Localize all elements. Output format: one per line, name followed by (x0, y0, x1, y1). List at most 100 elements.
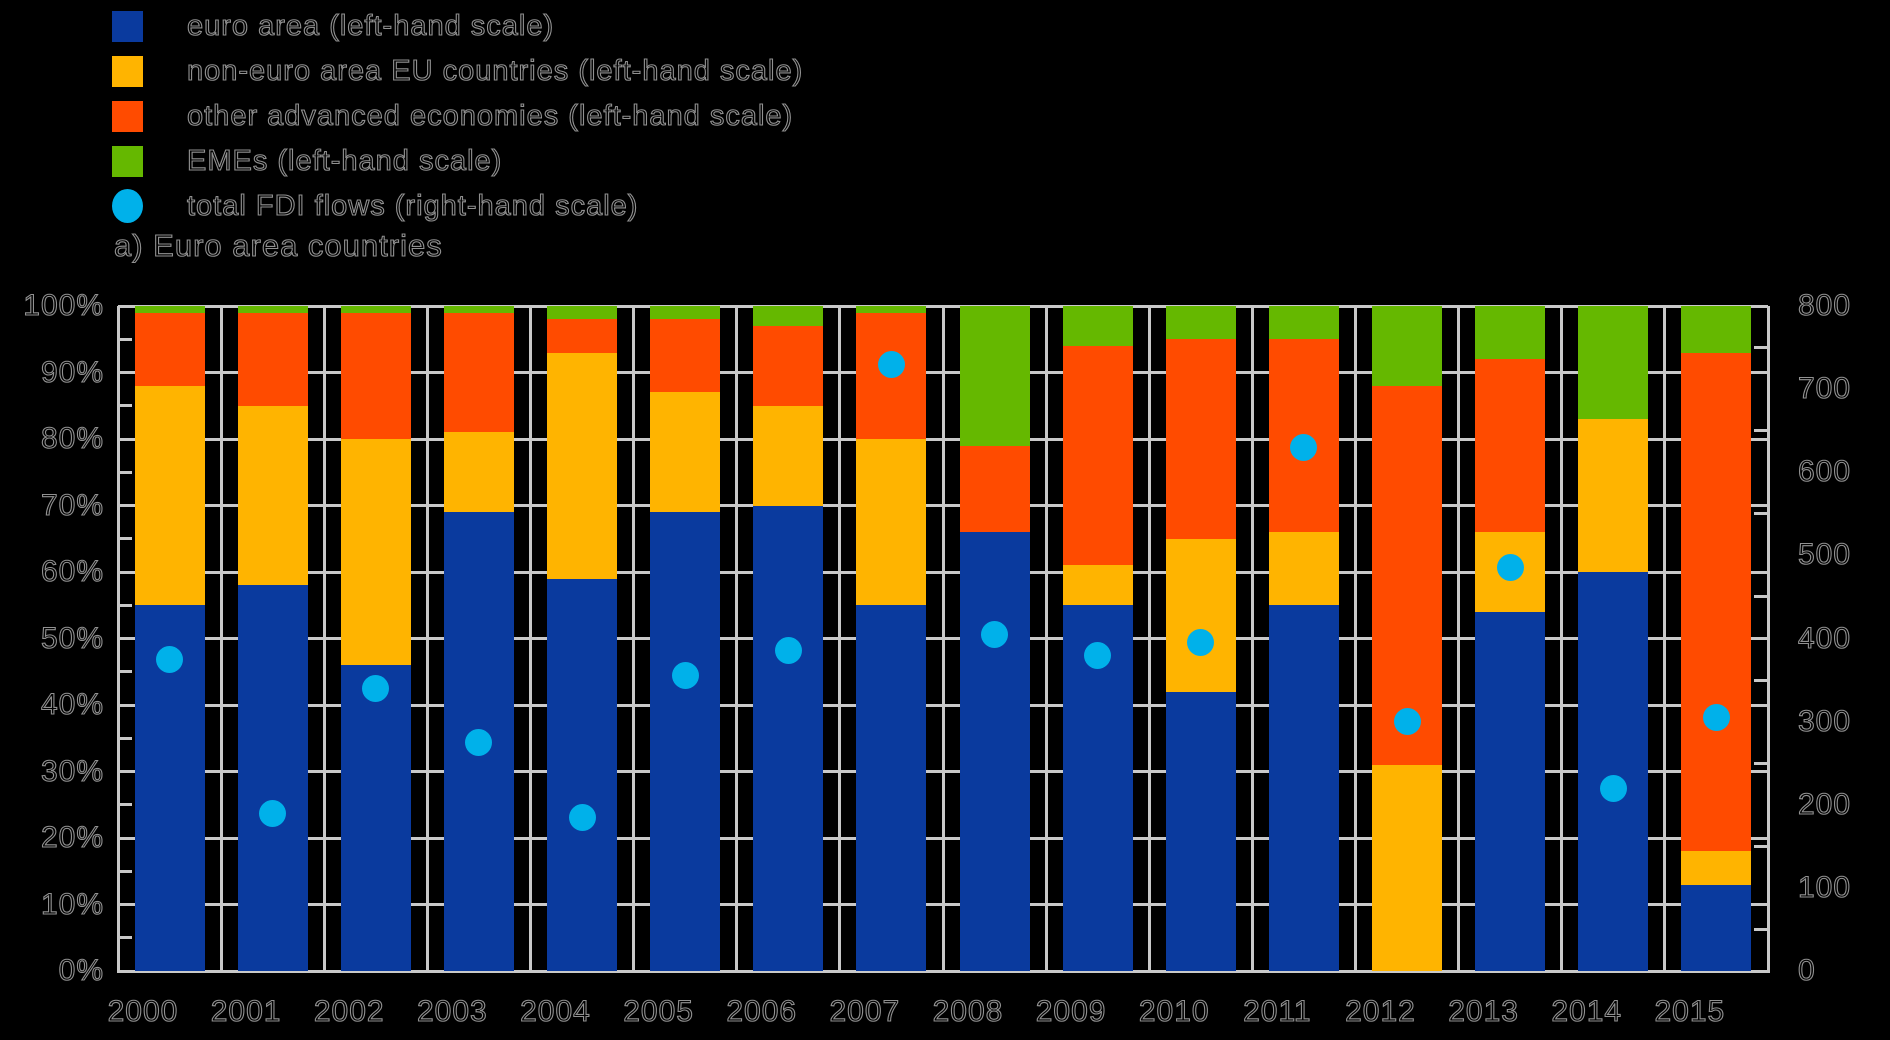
bar-segment (650, 512, 721, 971)
bar-segment (237, 306, 308, 313)
bar-segment (443, 432, 514, 513)
left-axis-line (116, 306, 120, 973)
fdi-dot (1599, 774, 1627, 802)
h-gridline (118, 969, 1768, 973)
legend-item: total FDI flows (right-hand scale) (112, 188, 638, 224)
v-gridline (1457, 306, 1461, 971)
bar-segment (1268, 306, 1339, 340)
right-axis-label: 600 (1797, 455, 1852, 489)
right-axis-label: 100 (1797, 870, 1852, 904)
bar-segment (1268, 605, 1339, 971)
left-axis-label: 100% (23, 288, 104, 322)
bar-segment (1578, 419, 1649, 572)
bar-segment (1578, 572, 1649, 971)
right-axis-label: 300 (1797, 704, 1852, 738)
legend-label: euro area (left-hand scale) (186, 9, 555, 42)
bar-segment (340, 306, 411, 313)
fdi-dot (1496, 554, 1524, 582)
left-axis-label: 30% (40, 754, 104, 788)
right-axis-label: 700 (1797, 372, 1852, 406)
bar-segment (650, 392, 721, 513)
bar-segment (1578, 306, 1649, 420)
right-axis-tick (1754, 678, 1768, 682)
right-axis-label: 200 (1797, 787, 1852, 821)
left-axis-label: 40% (40, 687, 104, 721)
bar-segment (959, 532, 1030, 971)
year-label: 2009 (1035, 994, 1107, 1028)
legend-item: non-euro area EU countries (left-hand sc… (112, 53, 803, 89)
bar-segment (134, 312, 205, 386)
year-label: 2006 (726, 994, 798, 1028)
legend-item: other advanced economies (left-hand scal… (112, 98, 793, 134)
year-label: 2007 (829, 994, 901, 1028)
left-axis-tick (118, 603, 132, 607)
bar-segment (753, 405, 824, 506)
fdi-dot (671, 662, 699, 690)
bar-segment (856, 605, 927, 971)
bar-segment (340, 439, 411, 666)
v-gridline (1354, 306, 1357, 971)
v-gridline (322, 306, 326, 971)
year-label: 2015 (1654, 994, 1726, 1028)
bar-segment (1165, 306, 1236, 340)
left-axis-tick (118, 936, 132, 940)
left-axis-tick (118, 470, 132, 474)
legend-item: euro area (left-hand scale) (112, 8, 554, 44)
v-gridline (425, 306, 429, 971)
left-axis-label: 10% (40, 887, 104, 921)
emes-swatch-icon (112, 145, 143, 177)
bar-segment (237, 585, 308, 971)
fdi-dot (1702, 703, 1730, 731)
total-fdi-dot-icon (112, 189, 143, 223)
bar-segment (753, 325, 824, 406)
bar-segment (1681, 884, 1752, 971)
legend-item: EMEs (left-hand scale) (112, 143, 502, 179)
left-axis-tick (118, 537, 132, 541)
v-gridline (1044, 306, 1048, 971)
right-axis-line (1766, 306, 1770, 973)
bar-segment (753, 306, 824, 326)
fdi-dot (465, 728, 493, 756)
bar-segment (1062, 345, 1133, 566)
v-gridline (735, 306, 739, 971)
bar-segment (547, 578, 618, 971)
legend-label: other advanced economies (left-hand scal… (186, 99, 794, 132)
right-axis-tick (1754, 595, 1768, 599)
bar-segment (650, 319, 721, 393)
left-axis-tick (118, 736, 132, 740)
year-label: 2012 (1345, 994, 1416, 1028)
left-axis-label: 50% (40, 621, 104, 655)
right-axis-tick (1754, 844, 1768, 848)
bar-segment (547, 306, 618, 320)
right-axis-label: 400 (1797, 621, 1852, 655)
bar-segment (340, 312, 411, 439)
bar-segment (1475, 359, 1546, 533)
year-label: 2002 (313, 994, 385, 1028)
left-axis-label: 70% (40, 488, 104, 522)
legend-label: non-euro area EU countries (left-hand sc… (186, 54, 804, 87)
left-axis-tick (118, 337, 132, 341)
bar-segment (959, 445, 1030, 533)
bar-segment (1475, 306, 1546, 360)
bar-segment (547, 352, 618, 579)
v-gridline (632, 306, 636, 971)
right-axis-tick (1754, 761, 1768, 765)
legend-label: total FDI flows (right-hand scale) (186, 189, 639, 222)
bar-segment (856, 306, 927, 313)
left-axis-tick (118, 404, 132, 408)
right-axis-label: 0 (1797, 953, 1816, 987)
year-label: 2010 (1138, 994, 1210, 1028)
bar-segment (1268, 532, 1339, 606)
year-label: 2011 (1243, 994, 1312, 1028)
bar-segment (237, 312, 308, 406)
v-gridline (1250, 306, 1254, 971)
bar-segment (959, 306, 1030, 446)
fdi-dot (1187, 629, 1215, 657)
bar-segment (134, 306, 205, 313)
left-axis-label: 60% (40, 554, 104, 588)
panel-title: a) Euro area countries (113, 227, 443, 263)
fdi-dot (1084, 641, 1112, 669)
left-axis-label: 0% (58, 953, 104, 987)
fdi-dot (156, 645, 184, 673)
